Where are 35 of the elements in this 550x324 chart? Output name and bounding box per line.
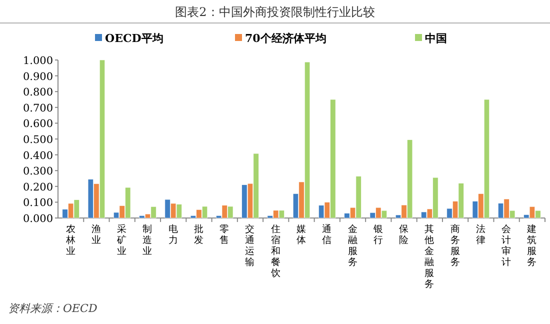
x-tick-label: 交通运输 [245,223,256,268]
y-tick-label: 0.900 [22,70,53,83]
text: 资料来源：OECD [8,302,98,315]
x-tick-label: 零售 [220,224,230,246]
y-tick-label: 0.700 [22,102,53,114]
y-tick-label: 0.300 [22,166,53,178]
x-tick-label: 金融服务 [348,223,358,268]
x-tick-label: 农林业 [64,224,76,257]
legend-label: OECD平均 [105,32,164,45]
y-tick-label: 0.600 [22,118,53,130]
y-tick-label: 0.500 [22,134,53,146]
legend-label: 70个经济体平均 [245,32,326,45]
x-tick-label: 银行 [372,224,384,246]
x-tick-label: 制造业 [142,223,153,257]
x-tick-label: 其他金融服务 [424,223,435,290]
x-tick-label: 批发 [194,223,204,246]
y-tick-label: 0.100 [22,197,53,210]
x-tick-label: 媒体 [296,224,306,246]
x-tick-label: 商务服务 [450,223,460,268]
x-tick-label: 电力 [168,223,178,246]
y-tick-label: 0.000 [22,213,53,225]
x-tick-label: 住宿和餐饮 [270,224,281,279]
x-tick-label: 会计审计 [502,223,512,268]
x-tick-label: 法律 [476,223,486,246]
x-tick-label: 建筑服务 [526,223,538,268]
x-tick-label: 保险 [399,224,410,246]
legend-label: 中国 [425,32,447,45]
y-tick-label: 0.800 [22,86,53,99]
chart-title: 图表2：中国外商投资限制性行业比较 [175,5,375,19]
x-tick-label: 渔业 [91,223,102,246]
y-tick-label: 0.400 [22,150,53,162]
x-tick-label: 通信 [322,223,332,246]
x-tick-label: 采矿业 [116,223,128,257]
y-tick-label: 0.200 [22,181,53,194]
y-tick-label: 1.000 [22,55,53,67]
